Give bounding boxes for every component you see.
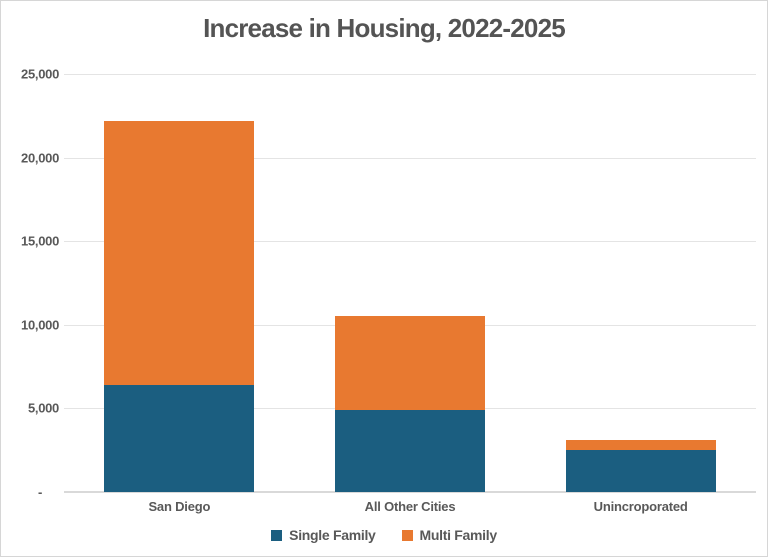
y-axis-tick-label: 15,000 xyxy=(21,233,59,249)
bar-segment-single-family[interactable] xyxy=(335,410,485,492)
y-axis-tick-label: - xyxy=(37,484,42,500)
x-axis-category-label: Unincroporated xyxy=(593,499,688,514)
bar-segment-multi-family[interactable] xyxy=(566,440,716,451)
multi-family-swatch-icon xyxy=(401,529,413,541)
legend-item-multi-family[interactable]: Multi Family xyxy=(401,527,498,543)
single-family-swatch-icon xyxy=(271,529,283,541)
chart-title: Increase in Housing, 2022-2025 xyxy=(203,13,566,43)
legend: Single Family Multi Family xyxy=(1,527,767,543)
y-axis-tick-label: 20,000 xyxy=(21,150,59,166)
bar-segment-multi-family[interactable] xyxy=(335,316,485,411)
gridline xyxy=(64,74,756,75)
bar-segment-single-family[interactable] xyxy=(566,450,716,492)
bar-segment-multi-family[interactable] xyxy=(104,120,254,385)
legend-label-single-family: Single Family xyxy=(289,527,376,543)
bar-segment-single-family[interactable] xyxy=(104,384,254,492)
y-axis-tick-label: 5,000 xyxy=(27,400,59,416)
x-axis-category-label: All Other Cities xyxy=(364,499,456,514)
x-axis-category-label: San Diego xyxy=(148,499,211,514)
y-axis-tick-label: 25,000 xyxy=(21,66,59,82)
legend-label-multi-family: Multi Family xyxy=(419,527,498,543)
legend-item-single-family[interactable]: Single Family xyxy=(271,527,376,543)
y-axis-tick-label: 10,000 xyxy=(21,317,59,333)
